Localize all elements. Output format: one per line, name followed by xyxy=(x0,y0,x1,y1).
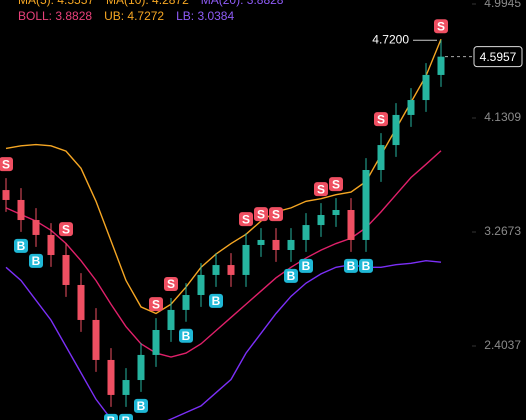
signal-label: S xyxy=(152,297,160,311)
legend-text: LB: 3.0384 xyxy=(176,9,234,23)
signal-label: B xyxy=(32,254,41,268)
signal-label: B xyxy=(347,259,356,273)
candle-body xyxy=(377,145,385,171)
sell-signal xyxy=(434,19,448,34)
legend-text: BOLL: 3.8828 xyxy=(18,9,92,23)
sell-signal xyxy=(254,207,268,222)
candle-body xyxy=(212,265,220,275)
candle-body xyxy=(77,284,85,320)
candle-body xyxy=(107,359,115,395)
signal-label: S xyxy=(332,177,340,191)
candle-body xyxy=(152,329,160,355)
signal-label: B xyxy=(362,259,371,273)
candle-body xyxy=(347,210,355,240)
signal-label: B xyxy=(137,399,146,413)
legend-text: UB: 4.7272 xyxy=(104,9,164,23)
candle-body xyxy=(422,74,430,101)
signal-label: S xyxy=(257,207,265,221)
signal-label: B xyxy=(287,269,296,283)
candle-body xyxy=(242,244,250,275)
candle-body xyxy=(62,255,70,285)
signal-label: S xyxy=(242,212,250,226)
candle-body xyxy=(17,199,25,221)
candle-body xyxy=(167,309,175,330)
candle-body xyxy=(137,354,145,381)
y-tick-label: 4.9945 xyxy=(484,0,521,10)
candle-body xyxy=(122,380,130,395)
legend-text: MA(5): 4.5557 xyxy=(18,0,94,7)
plot-area: SBBSBBBSSBBSSSBBSSBBSS xyxy=(0,19,448,420)
candle-body xyxy=(182,295,190,310)
buy-signal xyxy=(359,258,373,273)
sell-signal xyxy=(149,297,163,312)
signal-label: B xyxy=(107,414,116,420)
candle-body xyxy=(2,190,10,200)
signal-label: S xyxy=(377,112,385,126)
sell-signal xyxy=(329,177,343,192)
candle-body xyxy=(317,215,325,226)
price-box xyxy=(473,46,523,68)
buy-signal xyxy=(104,413,118,420)
signal-label: B xyxy=(182,329,191,343)
sell-signal xyxy=(314,182,328,197)
signal-label: S xyxy=(2,157,10,171)
sell-signal xyxy=(164,277,178,292)
signal-label: B xyxy=(212,294,221,308)
candle-body xyxy=(47,234,55,256)
candle-body xyxy=(407,100,415,115)
candle-body xyxy=(332,210,340,216)
legend-text: MA(20): 3.8828 xyxy=(201,0,284,7)
buy-signal xyxy=(179,328,193,343)
sell-signal xyxy=(59,222,73,237)
candle-body xyxy=(362,170,370,240)
signal-label: S xyxy=(437,19,445,33)
sell-signal xyxy=(0,157,13,172)
y-tick-label: 3.2673 xyxy=(484,224,521,238)
buy-signal xyxy=(299,258,313,273)
candle-body xyxy=(437,56,445,75)
y-tick-label: 4.1309 xyxy=(484,110,521,124)
signal-label: B xyxy=(302,259,311,273)
signal-label: S xyxy=(62,222,70,236)
sell-signal xyxy=(374,112,388,127)
candle-body xyxy=(32,220,40,235)
signal-label: S xyxy=(317,182,325,196)
price-label: 4.5957 xyxy=(480,50,517,64)
y-tick-label: 2.4037 xyxy=(484,338,521,352)
buy-signal xyxy=(209,293,223,308)
sell-signal xyxy=(239,212,253,227)
candle-body xyxy=(227,265,235,275)
buy-signal xyxy=(284,268,298,283)
candle-body xyxy=(302,225,310,240)
candle-body xyxy=(392,114,400,146)
sell-signal xyxy=(269,207,283,222)
candle-body xyxy=(92,319,100,360)
candle-body xyxy=(197,274,205,296)
high-label: 4.7200 xyxy=(372,32,409,46)
signal-label: S xyxy=(167,277,175,291)
candle-body xyxy=(257,239,265,245)
buy-signal xyxy=(134,398,148,413)
legend-text: MA(10): 4.2872 xyxy=(106,0,189,7)
buy-signal xyxy=(119,413,133,420)
signal-label: B xyxy=(122,414,131,420)
signal-label: S xyxy=(272,207,280,221)
candle-body xyxy=(287,239,295,250)
buy-signal xyxy=(344,258,358,273)
buy-signal xyxy=(14,238,28,253)
signal-label: B xyxy=(17,239,26,253)
buy-signal xyxy=(29,253,43,268)
candle-body xyxy=(272,239,280,250)
